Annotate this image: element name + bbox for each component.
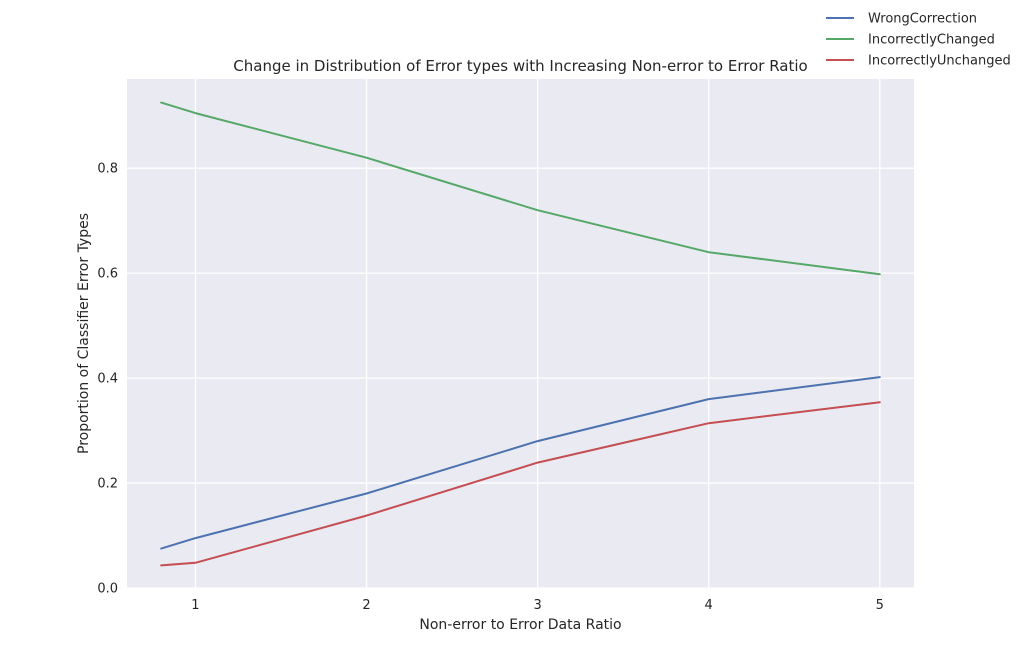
legend-label-incorrectlychanged: IncorrectlyChanged <box>868 33 995 48</box>
y-tick-label: 0.0 <box>97 582 118 597</box>
legend-label-incorrectlyunchanged: IncorrectlyUnchanged <box>868 54 1011 69</box>
x-tick-label: 5 <box>876 598 884 613</box>
grid-lines <box>127 79 914 589</box>
series-line-incorrectlychanged <box>160 101 881 276</box>
y-tick-label: 0.6 <box>97 267 118 282</box>
tick-labels: 1 2 3 4 5 0.0 0.2 0.4 0.6 0.8 <box>97 162 884 613</box>
plot-background <box>127 79 914 588</box>
y-tick-label: 0.8 <box>97 162 118 177</box>
y-tick-label: 0.4 <box>97 372 118 387</box>
x-axis-label: Non-error to Error Data Ratio <box>419 617 621 633</box>
x-tick-label: 2 <box>362 598 370 613</box>
series-line-wrongcorrection <box>160 376 881 550</box>
y-axis-label: Proportion of Classifier Error Types <box>76 213 92 454</box>
x-tick-label: 3 <box>533 598 541 613</box>
legend: WrongCorrection IncorrectlyChanged Incor… <box>826 12 1011 69</box>
x-tick-label: 4 <box>705 598 713 613</box>
series-line-incorrectlyunchanged <box>160 401 881 567</box>
series-lines <box>160 101 881 567</box>
y-tick-label: 0.2 <box>97 477 118 492</box>
x-tick-label: 1 <box>191 598 199 613</box>
legend-label-wrongcorrection: WrongCorrection <box>868 12 977 27</box>
chart-title: Change in Distribution of Error types wi… <box>233 57 807 75</box>
